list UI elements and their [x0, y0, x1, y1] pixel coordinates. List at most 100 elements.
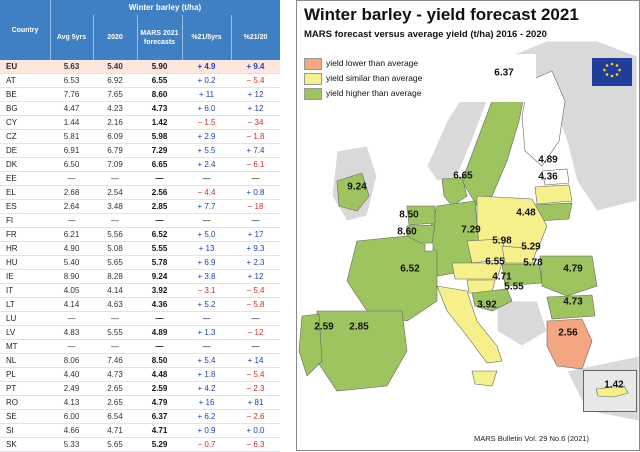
map-footer-source: MARS Bulletin Vol. 29 No.6 (2021) — [474, 434, 590, 443]
table-cell-forecast: — — [155, 342, 164, 351]
table-cell-country: BG — [6, 104, 18, 113]
table-cell-country: FR — [6, 230, 17, 239]
table-row: CZ 5.81 6.09 5.98 + 2.9 − 1.8 — [0, 130, 280, 144]
table-row: EU 5.63 5.40 5.90 + 4.9 + 9.4 — [0, 60, 280, 74]
table-cell-pct-vs-5yrs: + 7.7 — [197, 202, 216, 211]
table-cell-avg5yrs: 6.53 — [63, 76, 80, 85]
table-cell-forecast: 4.73 — [151, 104, 168, 113]
table-cell-2020: 5.40 — [107, 62, 123, 71]
table-cell-pct-vs-5yrs: + 6.9 — [197, 258, 216, 267]
table-cell-avg5yrs: 5.63 — [63, 62, 80, 71]
table-cell-pct-vs-2020: — — [251, 314, 260, 323]
table-cell-pct-vs-5yrs: + 1.3 — [197, 328, 216, 337]
table-cell-pct-vs-2020: − 6.3 — [246, 440, 265, 449]
table-row: MT — — — — — — [0, 340, 280, 354]
map-value-nl: 8.50 — [399, 209, 419, 221]
map-value-cy: 1.42 — [604, 379, 624, 391]
table-cell-avg5yrs: 2.68 — [63, 188, 80, 197]
table-cell-pct-vs-2020: + 17 — [247, 230, 264, 239]
table-cell-forecast: 6.37 — [151, 412, 168, 421]
table-cell-2020: 5.08 — [107, 244, 123, 253]
table-cell-2020: 8.28 — [107, 272, 123, 281]
table-cell-country: FI — [6, 216, 14, 225]
table-cell-2020: 7.65 — [107, 90, 123, 99]
table-cell-country: EL — [6, 188, 16, 197]
table-cell-pct-vs-5yrs: + 5.4 — [197, 356, 216, 365]
table-cell-country: NL — [6, 356, 17, 365]
table-cell-avg5yrs: 6.21 — [63, 230, 80, 239]
table-cell-country: HR — [6, 244, 18, 253]
table-row: DK 6.50 7.09 6.65 + 2.4 − 6.1 — [0, 158, 280, 172]
table-row: LV 4.83 5.55 4.89 + 1.3 − 12 — [0, 326, 280, 340]
map-value-bg: 4.73 — [563, 296, 583, 308]
legend-swatch-lower — [304, 58, 322, 70]
table-cell-avg5yrs: 4.90 — [63, 244, 80, 253]
map-value-si: 4.71 — [492, 271, 512, 283]
table-cell-2020: 4.71 — [107, 426, 123, 435]
table-cell-forecast: 5.55 — [151, 244, 168, 253]
table-cell-forecast: — — [155, 314, 164, 323]
table-cell-forecast: 5.29 — [151, 440, 168, 449]
table-cell-2020: — — [111, 314, 119, 323]
table-cell-avg5yrs: 4.47 — [63, 104, 80, 113]
table-cell-country: DE — [6, 146, 18, 155]
map-value-be: 8.60 — [397, 226, 417, 238]
table-cell-pct-vs-5yrs: + 5.0 — [197, 230, 216, 239]
map-value-de: 7.29 — [461, 224, 481, 236]
table-cell-forecast: 2.56 — [151, 188, 168, 197]
header-2020: 2020 — [107, 34, 123, 41]
table-cell-pct-vs-5yrs: + 16 — [198, 398, 215, 407]
table-cell-country: CZ — [6, 132, 17, 141]
table-row: HU 5.40 5.65 5.78 + 6.9 + 2.3 — [0, 256, 280, 270]
table-cell-pct-vs-5yrs: + 4.9 — [197, 62, 216, 71]
map-value-it: 3.92 — [477, 299, 497, 311]
table-cell-country: ES — [6, 202, 17, 211]
legend-label-lower: yield lower than average — [326, 58, 419, 68]
table-cell-forecast: 3.92 — [151, 286, 168, 295]
table-cell-forecast: 4.36 — [151, 300, 168, 309]
table-cell-pct-vs-2020: − 12 — [247, 328, 264, 337]
table-cell-forecast: 4.48 — [151, 370, 168, 379]
table-cell-country: HU — [6, 258, 18, 267]
map-value-lv: 4.89 — [538, 154, 558, 166]
table-cell-forecast: 6.52 — [151, 230, 168, 239]
table-cell-2020: 2.65 — [107, 384, 123, 393]
table-cell-avg5yrs: 4.05 — [63, 286, 80, 295]
map-value-ie: 9.24 — [347, 181, 367, 193]
table-cell-forecast: 4.89 — [151, 328, 168, 337]
table-row: RO 4.13 2.65 4.79 + 16 + 81 — [0, 396, 280, 410]
table-cell-pct-vs-2020: − 2.6 — [246, 412, 265, 421]
map-value-ro: 4.79 — [563, 263, 583, 275]
eu-flag-logo — [592, 58, 632, 86]
table-cell-pct-vs-2020: + 12 — [247, 104, 264, 113]
table-cell-avg5yrs: 7.76 — [63, 90, 80, 99]
table-cell-pct-vs-2020: + 14 — [247, 356, 264, 365]
table-cell-avg5yrs: 5.33 — [63, 440, 80, 449]
table-super-header: Winter barley (t/ha) — [128, 3, 202, 12]
table-row: CY 1.44 2.16 1.42 − 1.5 − 34 — [0, 116, 280, 130]
table-cell-pct-vs-5yrs: − 4.4 — [197, 188, 216, 197]
table-row: SK 5.33 5.65 5.29 − 0.7 − 6.3 — [0, 438, 280, 452]
table-cell-2020: 6.54 — [107, 412, 123, 421]
table-cell-country: LV — [6, 328, 16, 337]
table-row: BG 4.47 4.23 4.73 + 6.0 + 12 — [0, 102, 280, 116]
table-row: DE 6.91 6.79 7.29 + 5.5 + 7.4 — [0, 144, 280, 158]
table-cell-avg5yrs: 6.50 — [63, 160, 80, 169]
table-cell-pct-vs-2020: — — [251, 216, 260, 225]
table-cell-forecast: 5.98 — [151, 132, 168, 141]
header-pct-vs-5yrs: %21/5yrs — [191, 34, 222, 41]
table-cell-avg5yrs: 8.06 — [63, 356, 80, 365]
table-cell-country: EU — [6, 62, 18, 71]
table-cell-country: IT — [6, 286, 14, 295]
table-cell-country: CY — [6, 118, 18, 127]
table-cell-pct-vs-5yrs: + 11 — [198, 90, 215, 99]
table-cell-2020: 6.92 — [107, 76, 123, 85]
table-cell-country: IE — [6, 272, 14, 281]
table-row: BE 7.76 7.65 8.60 + 11 + 12 — [0, 88, 280, 102]
table-cell-2020: 5.56 — [107, 230, 123, 239]
table-cell-pct-vs-2020: + 0.8 — [246, 188, 265, 197]
table-cell-pct-vs-5yrs: — — [202, 174, 211, 183]
table-cell-pct-vs-2020: − 5.8 — [246, 300, 265, 309]
table-cell-2020: 6.79 — [107, 146, 123, 155]
table-row: LT 4.14 4.63 4.36 + 5.2 − 5.8 — [0, 298, 280, 312]
